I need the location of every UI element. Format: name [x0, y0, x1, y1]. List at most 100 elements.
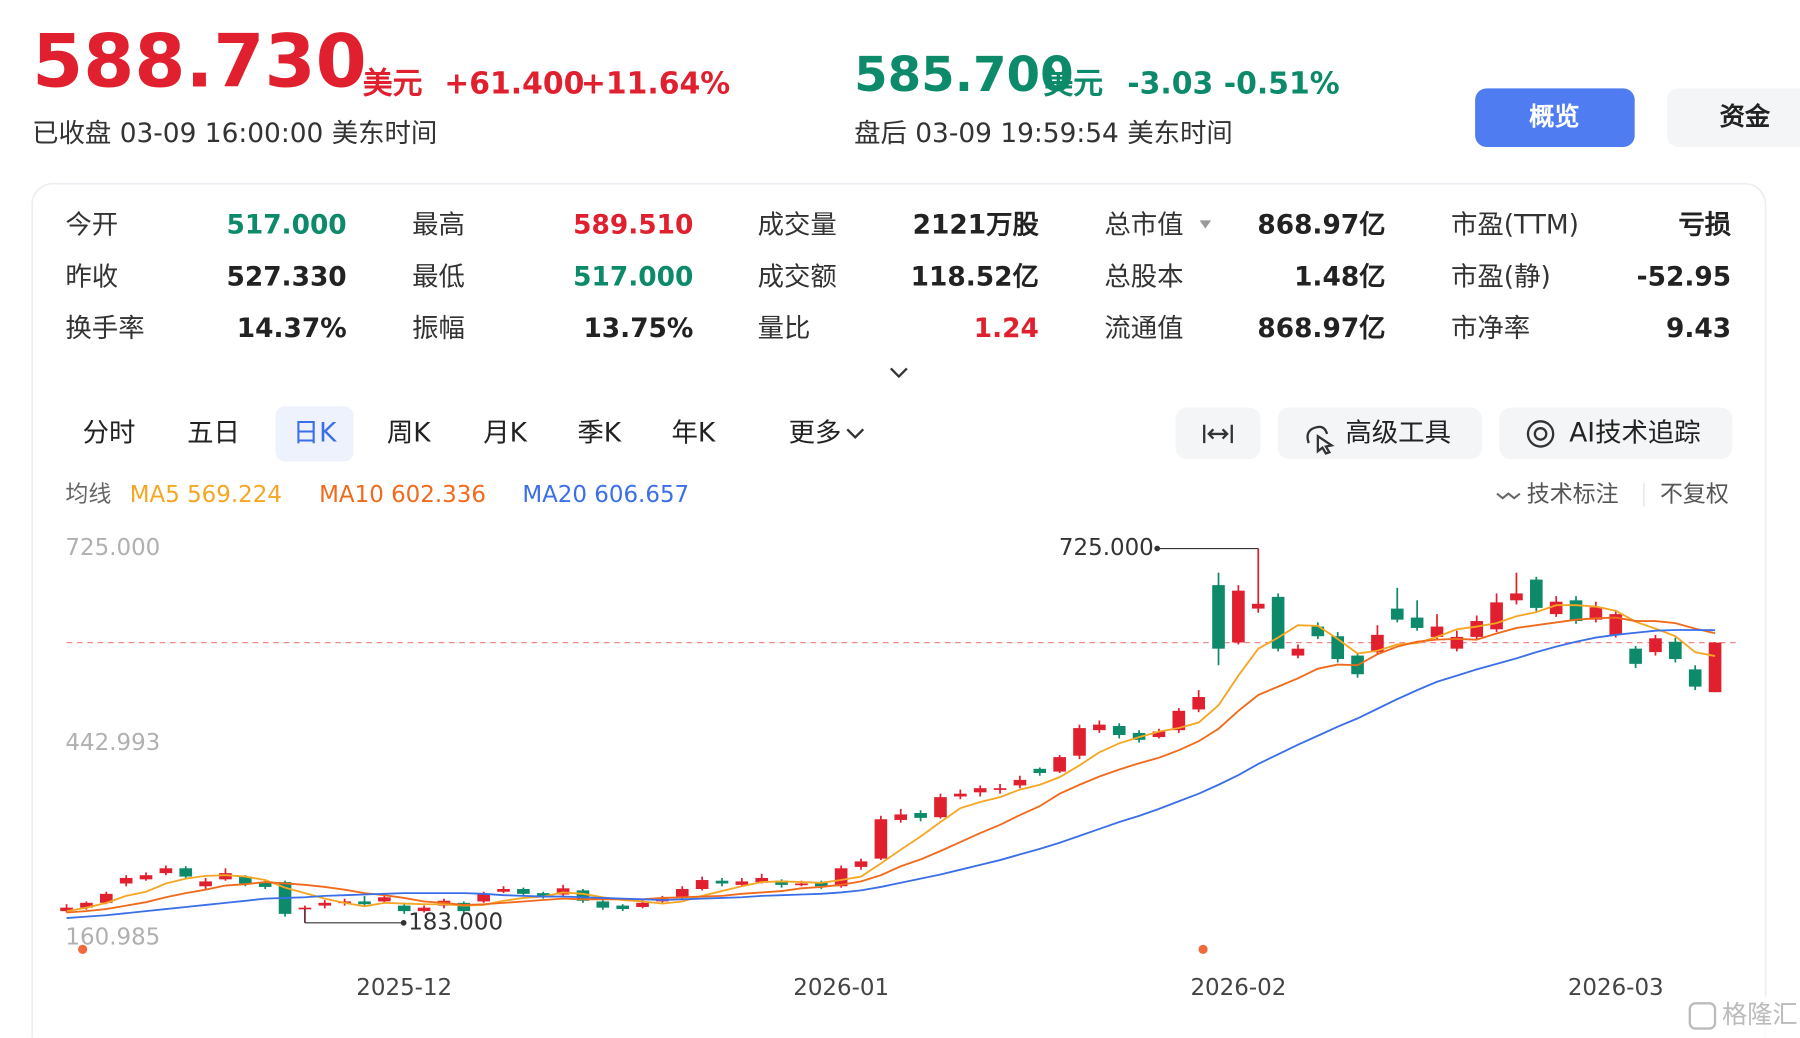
expand-chevron[interactable] [890, 367, 908, 379]
legend-value: 602.336 [391, 481, 486, 507]
period-tab[interactable]: 日K [293, 417, 337, 448]
candle-body [199, 881, 212, 887]
option-annotate[interactable]: 技术标注 [1527, 481, 1619, 507]
candle-body [1529, 579, 1543, 608]
stat-label: 最高 [412, 210, 465, 241]
candle-body [1291, 648, 1305, 656]
candle-body [497, 889, 510, 892]
period-tab[interactable]: 分时 [83, 417, 136, 448]
ma-line [66, 616, 1716, 914]
event-dot[interactable] [78, 944, 88, 954]
stat-label: 总市值 [1104, 210, 1183, 241]
candle-body [616, 905, 630, 910]
legend-entry: MA10 602.336 [319, 481, 486, 507]
fit-icon[interactable] [1203, 424, 1233, 444]
tool-label[interactable]: AI技术追踪 [1569, 417, 1700, 448]
candle-body [1093, 724, 1106, 731]
tab-funds-label[interactable]: 资金 [1720, 102, 1771, 131]
legend-name: MA10 [319, 481, 384, 507]
candle-body [80, 902, 93, 908]
candle-body [318, 902, 332, 906]
candle-body [1410, 617, 1424, 628]
period-tab[interactable]: 更多 [789, 417, 842, 448]
stat-value: 13.75% [583, 313, 693, 344]
watermark: 格隆汇 [1722, 1000, 1798, 1029]
stat-value: 1.48亿 [1294, 261, 1386, 292]
candle-body [1172, 710, 1186, 731]
candle-body [1450, 636, 1464, 649]
candle-body [258, 882, 272, 887]
ai-icon-inner[interactable] [1533, 427, 1548, 441]
event-dot[interactable] [1198, 944, 1208, 954]
legend-entry: MA20 606.657 [522, 481, 689, 507]
stat-value: 1.24 [974, 313, 1039, 344]
stat-value: 14.37% [237, 313, 347, 344]
dropdown-icon[interactable] [1199, 220, 1212, 229]
low-label: 183.000 [408, 909, 503, 935]
stat-label: 流通值 [1104, 313, 1183, 344]
candle-body [1192, 697, 1205, 710]
candle-body [179, 868, 193, 877]
annotate-icon[interactable] [1496, 492, 1521, 500]
stat-value: 118.52亿 [911, 261, 1039, 292]
candle-body [556, 888, 570, 895]
ai-icon[interactable] [1526, 420, 1555, 448]
more-chevron[interactable] [846, 428, 865, 439]
candle-body [814, 882, 828, 887]
candle-body [1688, 669, 1702, 687]
candle-body [1430, 626, 1444, 637]
candle-body [675, 889, 689, 898]
period-tab[interactable]: 五日 [187, 417, 240, 448]
candle-body [219, 873, 232, 880]
candle-body [934, 797, 947, 818]
tab-overview-label[interactable]: 概览 [1529, 102, 1580, 131]
candle-body [735, 881, 749, 885]
candle-body [874, 819, 888, 859]
x-tick-label: 2026-03 [1568, 975, 1664, 1001]
candle-body [795, 883, 808, 886]
candle-body [1569, 600, 1583, 622]
price: 588.730 [32, 20, 367, 105]
candle-body [715, 880, 729, 884]
tool-label[interactable]: 高级工具 [1345, 417, 1451, 448]
stat-label: 市盈(TTM) [1451, 210, 1579, 241]
candle-body [457, 902, 471, 912]
candle-body [1470, 621, 1484, 637]
stat-value: 9.43 [1666, 313, 1731, 344]
candle-body [1390, 608, 1404, 620]
candle-body [1251, 603, 1265, 609]
change: +61.400 [444, 66, 584, 101]
option-adjust[interactable]: 不复权 [1660, 481, 1729, 507]
stat-value: 2121万股 [913, 210, 1040, 241]
change-pct: +11.64% [581, 66, 730, 101]
candle-body [755, 877, 769, 883]
candle-body [378, 897, 391, 902]
high-dot [1154, 545, 1161, 552]
card [31, 182, 1767, 1038]
candle-body [1589, 607, 1603, 620]
stat-label: 成交量 [758, 210, 837, 241]
period-tab[interactable]: 年K [672, 417, 716, 448]
candle-body [1609, 614, 1623, 635]
after-currency: 美元 [1043, 66, 1103, 101]
candle-body [1013, 779, 1027, 786]
stat-label: 量比 [758, 313, 811, 344]
advanced-icon[interactable] [1306, 425, 1335, 455]
tool-ai[interactable] [1499, 407, 1733, 460]
candle-body [1212, 585, 1225, 649]
low-dot [400, 919, 407, 926]
tab-overview[interactable] [1475, 88, 1635, 147]
stat-value: 868.97亿 [1257, 210, 1385, 241]
candle-body [1311, 626, 1325, 637]
tab-funds[interactable] [1666, 88, 1800, 147]
candle-body [397, 905, 411, 912]
candle-body [695, 880, 709, 890]
high-label: 725.000 [1059, 535, 1154, 561]
period-tab[interactable]: 月K [483, 417, 527, 448]
stat-label: 换手率 [65, 313, 144, 344]
period-tab[interactable]: 周K [387, 417, 431, 448]
candle-body [973, 788, 987, 793]
candle-body [993, 788, 1007, 790]
period-tab[interactable]: 季K [577, 417, 621, 448]
